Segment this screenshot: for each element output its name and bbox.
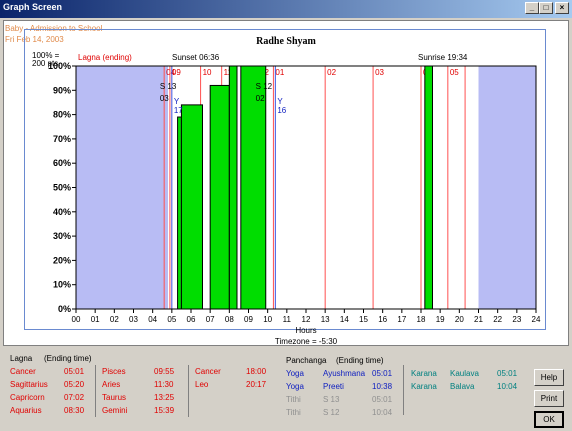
lagna-sign: Cancer: [10, 367, 36, 376]
karana-kind: Karana: [411, 382, 437, 391]
lagna-time: 08:30: [64, 406, 85, 415]
event-date: Fri Feb 14, 2003: [5, 35, 64, 44]
panchanga-name: Preeti: [323, 382, 344, 391]
minimize-button[interactable]: _: [525, 2, 539, 14]
panchanga-kind: Yoga: [286, 382, 304, 391]
panchanga-name: Ayushmana: [323, 369, 366, 378]
karana-kind: Karana: [411, 369, 437, 378]
divider: [188, 365, 189, 417]
ok-button[interactable]: OK: [534, 411, 564, 428]
lagna-sign: Aries: [102, 380, 121, 389]
lagna-time: 05:01: [64, 367, 85, 376]
panchanga-title: Panchanga: [286, 356, 327, 365]
print-button[interactable]: Print: [534, 390, 564, 407]
lagna-sign: Leo: [195, 380, 209, 389]
lagna-time: 13:25: [154, 393, 175, 402]
lagna-sign: Aquarius: [10, 406, 42, 415]
info-area: Lagna (Ending time) Cancer 05:01 Sagitta…: [0, 347, 572, 431]
lagna-time: 09:55: [154, 367, 175, 376]
karana-name: Balava: [450, 382, 475, 391]
panchanga-name: S 13: [323, 395, 340, 404]
karana-time: 05:01: [497, 369, 518, 378]
lagna-time: 05:20: [64, 380, 85, 389]
lagna-sign: Gemini: [102, 406, 128, 415]
panchanga-kind: Tithi: [286, 395, 301, 404]
chart-frame: [24, 29, 546, 330]
lagna-sign: Sagittarius: [10, 380, 48, 389]
lagna-time: 15:39: [154, 406, 175, 415]
panchanga-time: 10:04: [372, 408, 393, 417]
panchanga-kind: Yoga: [286, 369, 304, 378]
lagna-sign: Pisces: [102, 367, 126, 376]
lagna-time: 18:00: [246, 367, 267, 376]
title-bar: Graph Screen _ □ ×: [0, 0, 572, 18]
lagna-time: 07:02: [64, 393, 85, 402]
lagna-title: Lagna: [10, 354, 33, 363]
help-button[interactable]: Help: [534, 369, 564, 386]
karana-time: 10:04: [497, 382, 518, 391]
lagna-time: 20:17: [246, 380, 267, 389]
window-title: Graph Screen: [3, 2, 63, 12]
karana-name: Kaulava: [450, 369, 479, 378]
person-name: Radhe Shyam: [256, 36, 316, 47]
lagna-subtitle: (Ending time): [44, 354, 92, 363]
event-title: Baby - Admission to School: [5, 24, 103, 33]
lagna-sign: Taurus: [102, 393, 127, 402]
panchanga-time: 05:01: [372, 369, 393, 378]
panchanga-subtitle: (Ending time): [336, 356, 384, 365]
lagna-sign: Capricorn: [10, 393, 45, 402]
lagna-time: 11:30: [154, 380, 174, 389]
close-button[interactable]: ×: [555, 2, 569, 14]
panchanga-time: 05:01: [372, 395, 393, 404]
divider: [95, 365, 96, 417]
maximize-button[interactable]: □: [539, 2, 553, 14]
panchanga-kind: Tithi: [286, 408, 301, 417]
panchanga-time: 10:38: [372, 382, 393, 391]
lagna-sign: Cancer: [195, 367, 221, 376]
divider: [403, 365, 404, 415]
panchanga-name: S 12: [323, 408, 340, 417]
